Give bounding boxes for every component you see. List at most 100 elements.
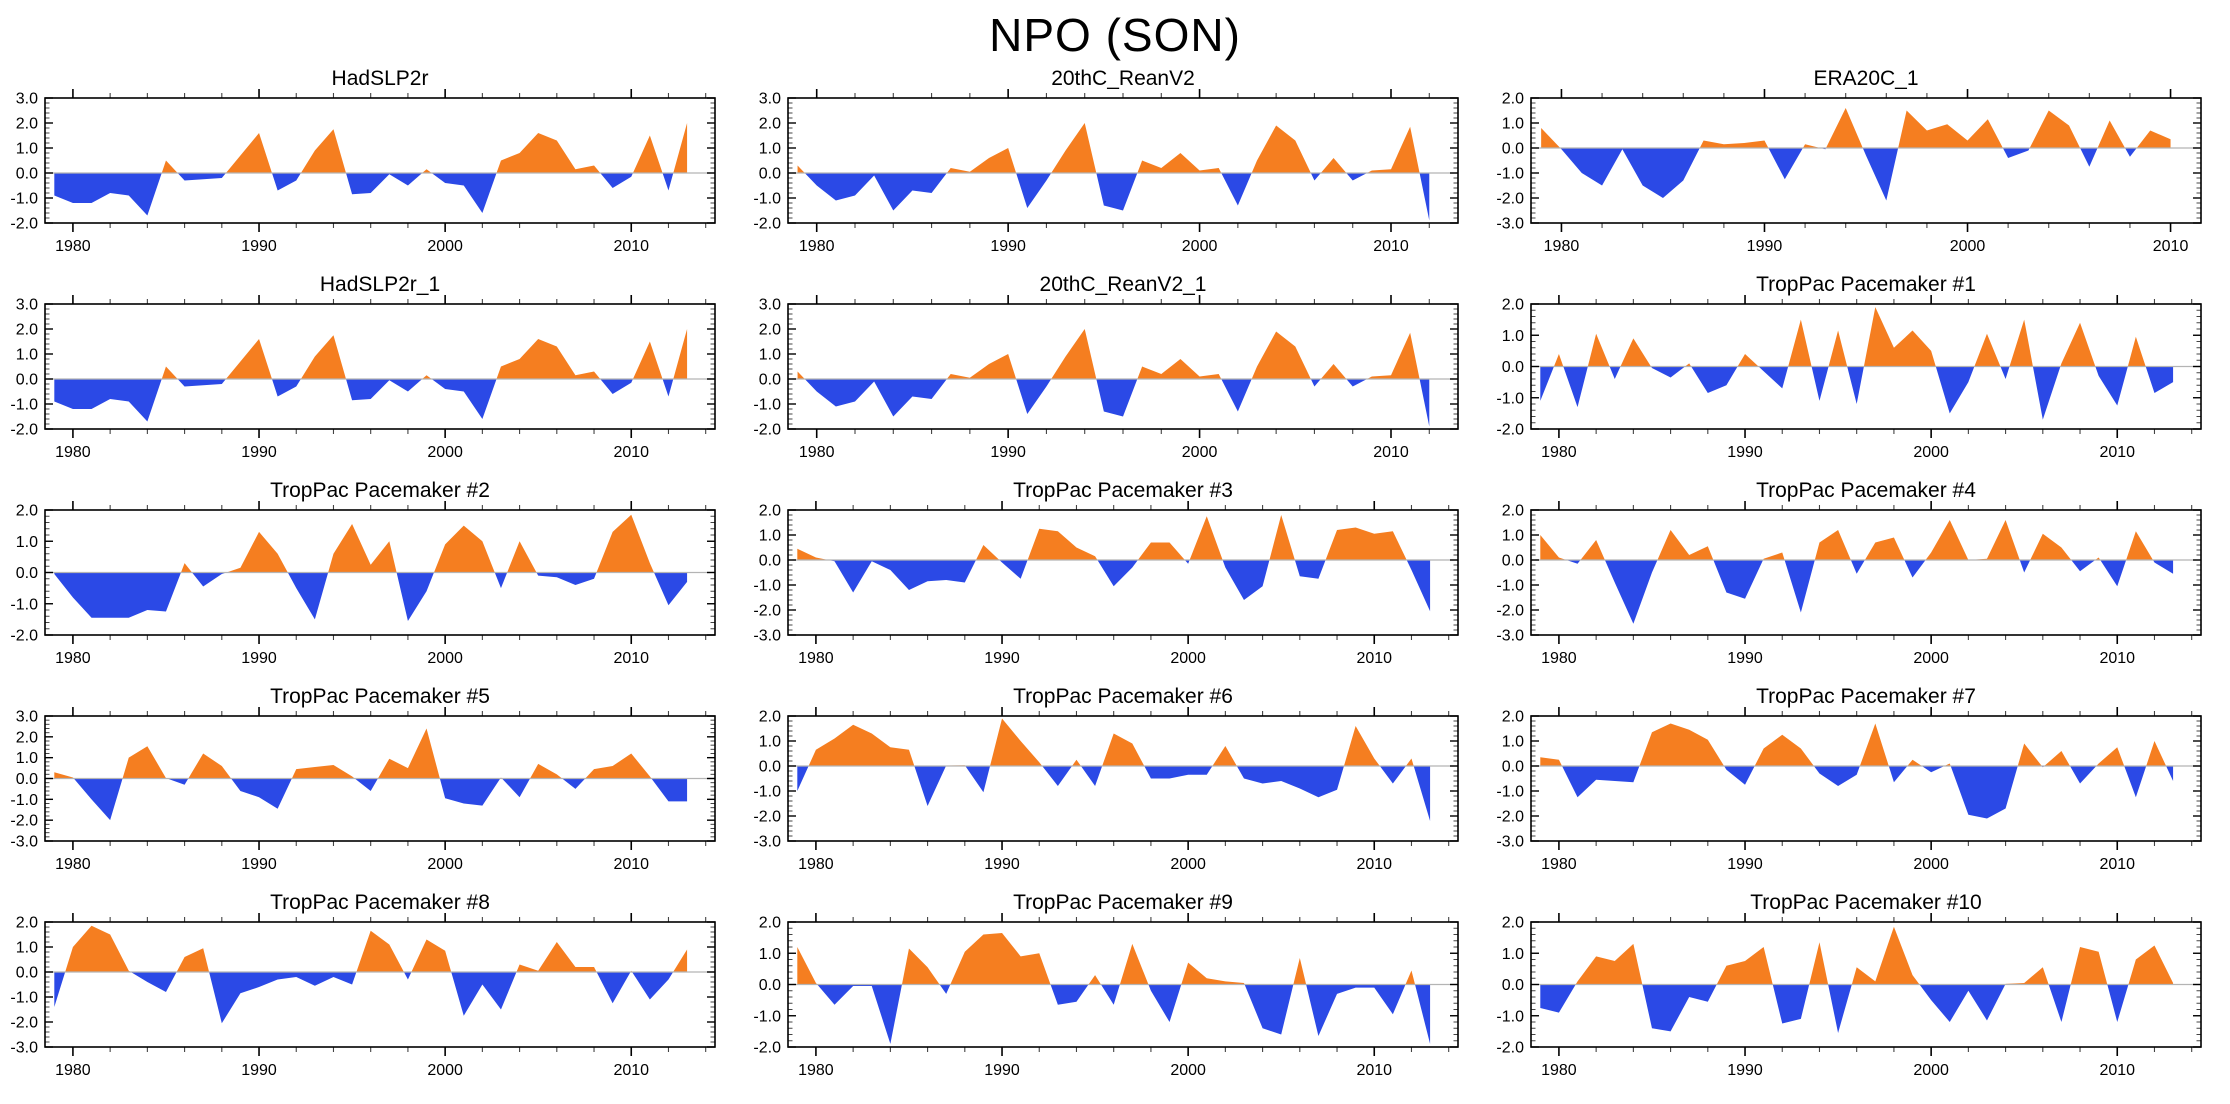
- y-tick-label: -2.0: [1496, 809, 1524, 826]
- x-tick-label: 2010: [613, 650, 649, 667]
- y-tick-label: -2.0: [10, 813, 38, 830]
- x-tick-label: 2010: [1356, 1062, 1392, 1079]
- y-tick-label: -1.0: [10, 191, 38, 208]
- subplot-cell-troppac-pacemaker-1: -2.0 -1.0 0.0 1.0 2.0 1980 1990 2000 2010 TropPac…: [1486, 270, 2229, 476]
- negative-area: [1540, 766, 2174, 819]
- x-tick-label: 1990: [990, 238, 1026, 255]
- y-tick-label: -2.0: [753, 216, 781, 233]
- chart-20thc-reanv2-1: -2.0 -1.0 0.0 1.0 2.0 3.0 1980 1990 2000 2010 20th…: [753, 273, 1459, 461]
- y-tick-label: 3.0: [759, 297, 781, 314]
- x-tick-label: 1980: [799, 238, 835, 255]
- subplot-cell-troppac-pacemaker-2: -2.0 -1.0 0.0 1.0 2.0 1980 1990 2000 2010 TropPac…: [0, 476, 743, 682]
- x-tick-label: 2010: [613, 444, 649, 461]
- subplot-cell-troppac-pacemaker-10: -2.0 -1.0 0.0 1.0 2.0 1980 1990 2000 2010 TropPac…: [1486, 888, 2229, 1094]
- x-tick-label: 2010: [2153, 238, 2189, 255]
- subplot-title: TropPac Pacemaker #2: [270, 479, 490, 502]
- x-tick-label: 1990: [1727, 856, 1763, 873]
- x-tick-label: 1990: [1727, 444, 1763, 461]
- plot-frame: [1530, 97, 2202, 224]
- plot-frame: [787, 715, 1459, 842]
- chart-troppac-pacemaker-8: -3.0 -2.0 -1.0 0.0 1.0 2.0 1980 1990 2000 2010 Tro…: [10, 891, 716, 1079]
- x-tick-label: 1990: [984, 1062, 1020, 1079]
- y-tick-label: 1.0: [759, 946, 781, 963]
- y-tick-label: 1.0: [16, 750, 38, 767]
- x-tick-label: 2000: [1913, 650, 1949, 667]
- y-tick-label: 3.0: [16, 297, 38, 314]
- subplot-title: HadSLP2r: [332, 67, 429, 90]
- chart-troppac-pacemaker-6: -3.0 -2.0 -1.0 0.0 1.0 2.0 1980 1990 2000 2010 Tro…: [753, 685, 1459, 873]
- x-tick-label: 1990: [1727, 1062, 1763, 1079]
- y-tick-label: 2.0: [16, 503, 38, 520]
- subplot-title: 20thC_ReanV2_1: [1040, 273, 1207, 296]
- x-tick-label: 2010: [2099, 650, 2135, 667]
- subplot-title: TropPac Pacemaker #1: [1756, 273, 1976, 296]
- y-tick-label: 1.0: [1502, 328, 1524, 345]
- y-tick-label: -1.0: [1496, 578, 1524, 595]
- x-tick-label: 1990: [1727, 650, 1763, 667]
- x-tick-label: 2000: [427, 444, 463, 461]
- y-tick-label: -3.0: [1496, 628, 1524, 645]
- negative-area: [54, 572, 688, 621]
- y-tick-label: -2.0: [1496, 603, 1524, 620]
- y-tick-label: -2.0: [1496, 1040, 1524, 1057]
- plot-frame: [787, 303, 1459, 430]
- y-tick-label: 2.0: [759, 116, 781, 133]
- y-tick-label: 0.0: [16, 965, 38, 982]
- y-tick-label: 0.0: [759, 166, 781, 183]
- x-tick-label: 2010: [613, 238, 649, 255]
- subplot-cell-era20c-1: -3.0 -2.0 -1.0 0.0 1.0 2.0 1980 1990 2000 2010 ERA…: [1486, 64, 2229, 270]
- positive-area: [1540, 723, 2174, 766]
- y-tick-label: 0.0: [16, 565, 38, 582]
- y-tick-label: 1.0: [1502, 734, 1524, 751]
- x-tick-label: 2010: [613, 1062, 649, 1079]
- x-tick-label: 2000: [427, 238, 463, 255]
- y-tick-label: -2.0: [753, 603, 781, 620]
- y-tick-label: 0.0: [1502, 759, 1524, 776]
- plot-frame: [44, 97, 716, 224]
- x-tick-label: 2000: [1913, 856, 1949, 873]
- y-tick-label: 2.0: [1502, 709, 1524, 726]
- y-tick-label: -1.0: [10, 792, 38, 809]
- subplot-cell-hadslp2r-1: -2.0 -1.0 0.0 1.0 2.0 3.0 1980 1990 2000 2010 HadS…: [0, 270, 743, 476]
- y-tick-label: -2.0: [753, 1040, 781, 1057]
- x-tick-label: 1990: [241, 1062, 277, 1079]
- x-tick-label: 1980: [1544, 238, 1580, 255]
- chart-era20c-1: -3.0 -2.0 -1.0 0.0 1.0 2.0 1980 1990 2000 2010 ERA…: [1496, 67, 2202, 255]
- y-tick-label: 0.0: [1502, 553, 1524, 570]
- y-tick-label: 0.0: [759, 759, 781, 776]
- positive-area: [797, 329, 1430, 379]
- subplot-grid: -2.0 -1.0 0.0 1.0 2.0 3.0 1980 1990 2000 2010 HadS…: [0, 64, 2230, 1094]
- plot-frame: [787, 97, 1459, 224]
- plot-frame: [44, 303, 716, 430]
- y-tick-label: 1.0: [1502, 946, 1524, 963]
- negative-area: [54, 778, 688, 821]
- negative-area: [797, 173, 1430, 221]
- subplot-title: TropPac Pacemaker #9: [1013, 891, 1233, 914]
- plot-frame: [1530, 303, 2202, 430]
- negative-area: [54, 972, 688, 1024]
- subplot-cell-20thc-reanv2-1: -2.0 -1.0 0.0 1.0 2.0 3.0 1980 1990 2000 2010 20th…: [743, 270, 1486, 476]
- x-tick-label: 2010: [613, 856, 649, 873]
- positive-area: [797, 718, 1431, 766]
- y-tick-label: 2.0: [1502, 91, 1524, 108]
- y-tick-label: 1.0: [16, 534, 38, 551]
- y-tick-label: 0.0: [759, 372, 781, 389]
- chart-troppac-pacemaker-1: -2.0 -1.0 0.0 1.0 2.0 1980 1990 2000 2010 TropPac…: [1496, 273, 2202, 461]
- negative-area: [797, 379, 1430, 427]
- x-tick-label: 2010: [1373, 444, 1409, 461]
- y-tick-label: 2.0: [1502, 915, 1524, 932]
- subplot-cell-troppac-pacemaker-6: -3.0 -2.0 -1.0 0.0 1.0 2.0 1980 1990 2000 2010 Tro…: [743, 682, 1486, 888]
- y-tick-label: -3.0: [1496, 834, 1524, 851]
- subplot-title: 20thC_ReanV2: [1051, 67, 1195, 90]
- y-tick-label: -1.0: [1496, 390, 1524, 407]
- x-tick-label: 2000: [1913, 1062, 1949, 1079]
- chart-troppac-pacemaker-3: -3.0 -2.0 -1.0 0.0 1.0 2.0 1980 1990 2000 2010 Tro…: [753, 479, 1459, 667]
- x-tick-label: 2000: [1170, 1062, 1206, 1079]
- subplot-title: TropPac Pacemaker #7: [1756, 685, 1976, 708]
- plot-frame: [44, 509, 716, 636]
- y-tick-label: -1.0: [753, 578, 781, 595]
- y-tick-label: -3.0: [10, 1040, 38, 1057]
- y-tick-label: -2.0: [10, 628, 38, 645]
- positive-area: [54, 123, 688, 173]
- negative-area: [1540, 984, 2174, 1033]
